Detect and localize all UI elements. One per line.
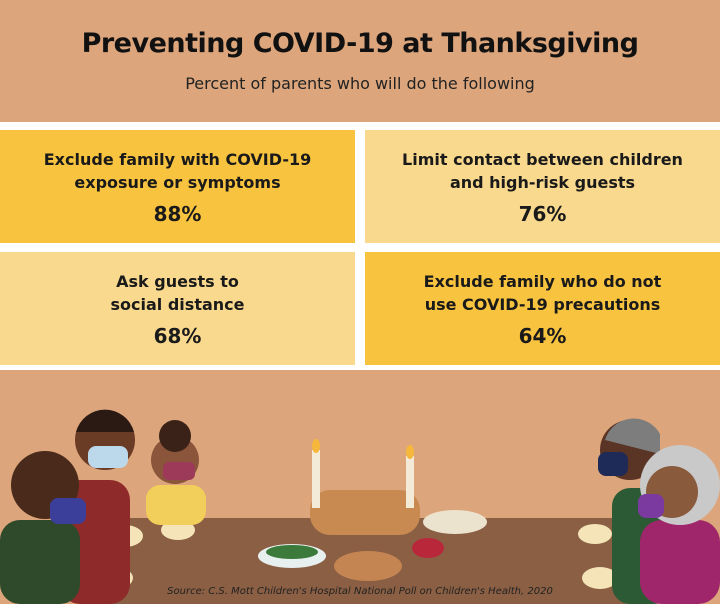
stat-card: Ask guests to social distance 68% — [0, 252, 355, 365]
card-percent: 68% — [153, 323, 202, 348]
stat-card: Exclude family with COVID-19 exposure or … — [0, 130, 355, 243]
card-percent: 64% — [518, 323, 567, 348]
illustration — [0, 370, 720, 604]
card-text: and high-risk guests — [449, 172, 636, 192]
subtitle: Percent of parents who will do the follo… — [185, 74, 535, 93]
title: Preventing COVID-19 at Thanksgiving — [81, 28, 639, 59]
card-text: Ask guests to — [116, 271, 239, 291]
card-text: use COVID-19 precautions — [424, 294, 661, 314]
stat-card: Limit contact between children and high-r… — [365, 130, 720, 243]
card-text: social distance — [110, 294, 245, 314]
card-text: Limit contact between children — [402, 149, 683, 169]
card-text: exposure or symptoms — [74, 172, 281, 192]
header: Preventing COVID-19 at Thanksgiving Perc… — [0, 0, 720, 122]
stat-card: Exclude family who do not use COVID-19 pr… — [365, 252, 720, 365]
card-text: Exclude family who do not — [423, 271, 662, 291]
card-percent: 76% — [518, 201, 567, 226]
card-text: Exclude family with COVID-19 — [43, 149, 312, 169]
source: Source: C.S. Mott Children's Hospital Na… — [167, 586, 553, 597]
card-percent: 88% — [153, 201, 202, 226]
